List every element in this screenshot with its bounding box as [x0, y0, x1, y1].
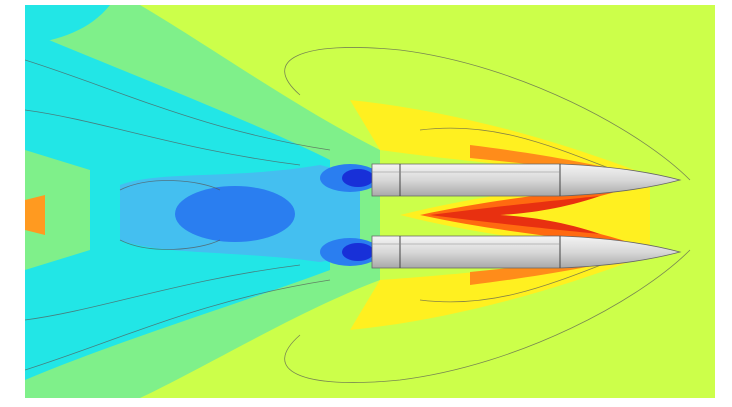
green-core	[25, 150, 90, 270]
nozzle-core-upper	[342, 169, 374, 187]
projectile-upper	[371, 163, 682, 197]
inner-red	[430, 196, 600, 234]
flow-field	[25, 5, 715, 398]
blue-bubble	[175, 186, 295, 242]
nozzle-core-lower	[342, 243, 374, 261]
cyan-top	[25, 5, 110, 45]
lower-yellow	[350, 250, 660, 330]
upper-yellow	[350, 100, 660, 180]
projectile-lower	[371, 235, 682, 269]
left-hot-spot	[25, 195, 45, 235]
